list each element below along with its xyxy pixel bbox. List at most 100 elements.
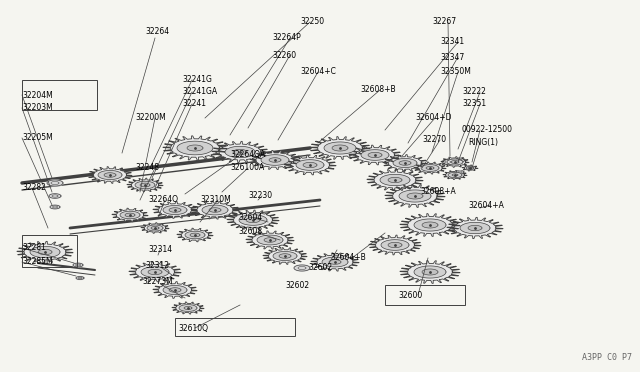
Polygon shape xyxy=(263,248,307,264)
Polygon shape xyxy=(141,267,169,277)
Polygon shape xyxy=(153,202,197,218)
Text: 32264P: 32264P xyxy=(272,33,301,42)
Text: 32264QA: 32264QA xyxy=(230,151,265,160)
Polygon shape xyxy=(458,159,462,161)
Polygon shape xyxy=(73,263,83,267)
Text: 32314: 32314 xyxy=(148,246,172,254)
Polygon shape xyxy=(125,213,135,217)
Polygon shape xyxy=(148,269,162,275)
Polygon shape xyxy=(104,173,116,177)
Polygon shape xyxy=(233,149,247,155)
Bar xyxy=(385,285,465,305)
Polygon shape xyxy=(414,219,446,231)
Polygon shape xyxy=(261,155,289,165)
Polygon shape xyxy=(468,167,472,169)
Polygon shape xyxy=(284,155,336,175)
Text: 32608+B: 32608+B xyxy=(360,86,396,94)
Polygon shape xyxy=(212,141,268,163)
Text: 32604+D: 32604+D xyxy=(415,113,451,122)
Polygon shape xyxy=(98,170,122,180)
Text: 00922-12500: 00922-12500 xyxy=(462,125,513,135)
Polygon shape xyxy=(294,265,310,271)
Polygon shape xyxy=(455,158,465,162)
Text: 32604+C: 32604+C xyxy=(300,67,336,77)
Text: 32203M: 32203M xyxy=(22,103,52,112)
Polygon shape xyxy=(367,169,423,190)
Polygon shape xyxy=(448,172,462,178)
Polygon shape xyxy=(153,282,197,298)
Text: 32264O: 32264O xyxy=(148,196,178,205)
Polygon shape xyxy=(368,153,382,158)
Polygon shape xyxy=(257,235,283,245)
Polygon shape xyxy=(460,222,490,234)
Polygon shape xyxy=(47,180,63,186)
Polygon shape xyxy=(187,145,203,151)
Polygon shape xyxy=(421,164,439,171)
Polygon shape xyxy=(466,167,474,170)
Polygon shape xyxy=(388,242,402,248)
Text: 32312: 32312 xyxy=(145,260,169,269)
Polygon shape xyxy=(50,205,60,209)
Polygon shape xyxy=(163,285,187,295)
Text: A3PP C0 P7: A3PP C0 P7 xyxy=(582,353,632,362)
Polygon shape xyxy=(442,160,454,164)
Text: 32347: 32347 xyxy=(440,52,464,61)
Polygon shape xyxy=(88,167,132,183)
Polygon shape xyxy=(311,253,359,271)
Polygon shape xyxy=(369,235,421,255)
Bar xyxy=(22,80,97,110)
Polygon shape xyxy=(310,137,370,159)
Polygon shape xyxy=(246,217,260,223)
Polygon shape xyxy=(447,159,463,165)
Text: 32230: 32230 xyxy=(248,192,272,201)
Polygon shape xyxy=(303,162,317,168)
Polygon shape xyxy=(177,228,213,242)
Polygon shape xyxy=(172,302,204,314)
Text: 32205M: 32205M xyxy=(22,134,52,142)
Polygon shape xyxy=(445,161,451,163)
Text: 32264: 32264 xyxy=(145,28,169,36)
Polygon shape xyxy=(169,288,181,292)
Text: 32282: 32282 xyxy=(22,183,46,192)
Text: 32600: 32600 xyxy=(398,291,422,299)
Text: 32285M: 32285M xyxy=(22,257,52,266)
Polygon shape xyxy=(349,145,401,165)
Polygon shape xyxy=(147,225,163,231)
Polygon shape xyxy=(380,174,410,186)
Polygon shape xyxy=(141,223,169,233)
Polygon shape xyxy=(322,257,348,267)
Polygon shape xyxy=(388,177,402,183)
Text: 32350M: 32350M xyxy=(440,67,471,77)
Polygon shape xyxy=(443,170,467,180)
Polygon shape xyxy=(452,174,458,176)
Text: RING(1): RING(1) xyxy=(468,138,498,147)
Polygon shape xyxy=(177,141,213,155)
Polygon shape xyxy=(468,225,482,231)
Polygon shape xyxy=(135,181,155,189)
Polygon shape xyxy=(279,254,291,258)
Polygon shape xyxy=(190,233,200,237)
Polygon shape xyxy=(414,162,446,174)
Text: 32341: 32341 xyxy=(440,38,464,46)
Text: 32604+A: 32604+A xyxy=(468,201,504,209)
Polygon shape xyxy=(246,231,294,249)
Polygon shape xyxy=(456,170,464,173)
Polygon shape xyxy=(399,190,431,202)
Text: 32281: 32281 xyxy=(22,244,46,253)
Text: 32250: 32250 xyxy=(300,17,324,26)
Polygon shape xyxy=(239,215,267,225)
Polygon shape xyxy=(264,238,276,242)
Polygon shape xyxy=(462,165,478,171)
Text: 32260: 32260 xyxy=(272,51,296,60)
Polygon shape xyxy=(400,261,460,283)
Polygon shape xyxy=(38,249,52,255)
Text: 32602: 32602 xyxy=(308,263,332,273)
Polygon shape xyxy=(451,160,459,164)
Polygon shape xyxy=(185,231,205,239)
Polygon shape xyxy=(163,205,187,215)
Text: 32248: 32248 xyxy=(135,164,159,173)
Polygon shape xyxy=(127,178,163,192)
Polygon shape xyxy=(422,269,438,275)
Polygon shape xyxy=(422,222,438,228)
Text: 32241: 32241 xyxy=(182,99,206,109)
